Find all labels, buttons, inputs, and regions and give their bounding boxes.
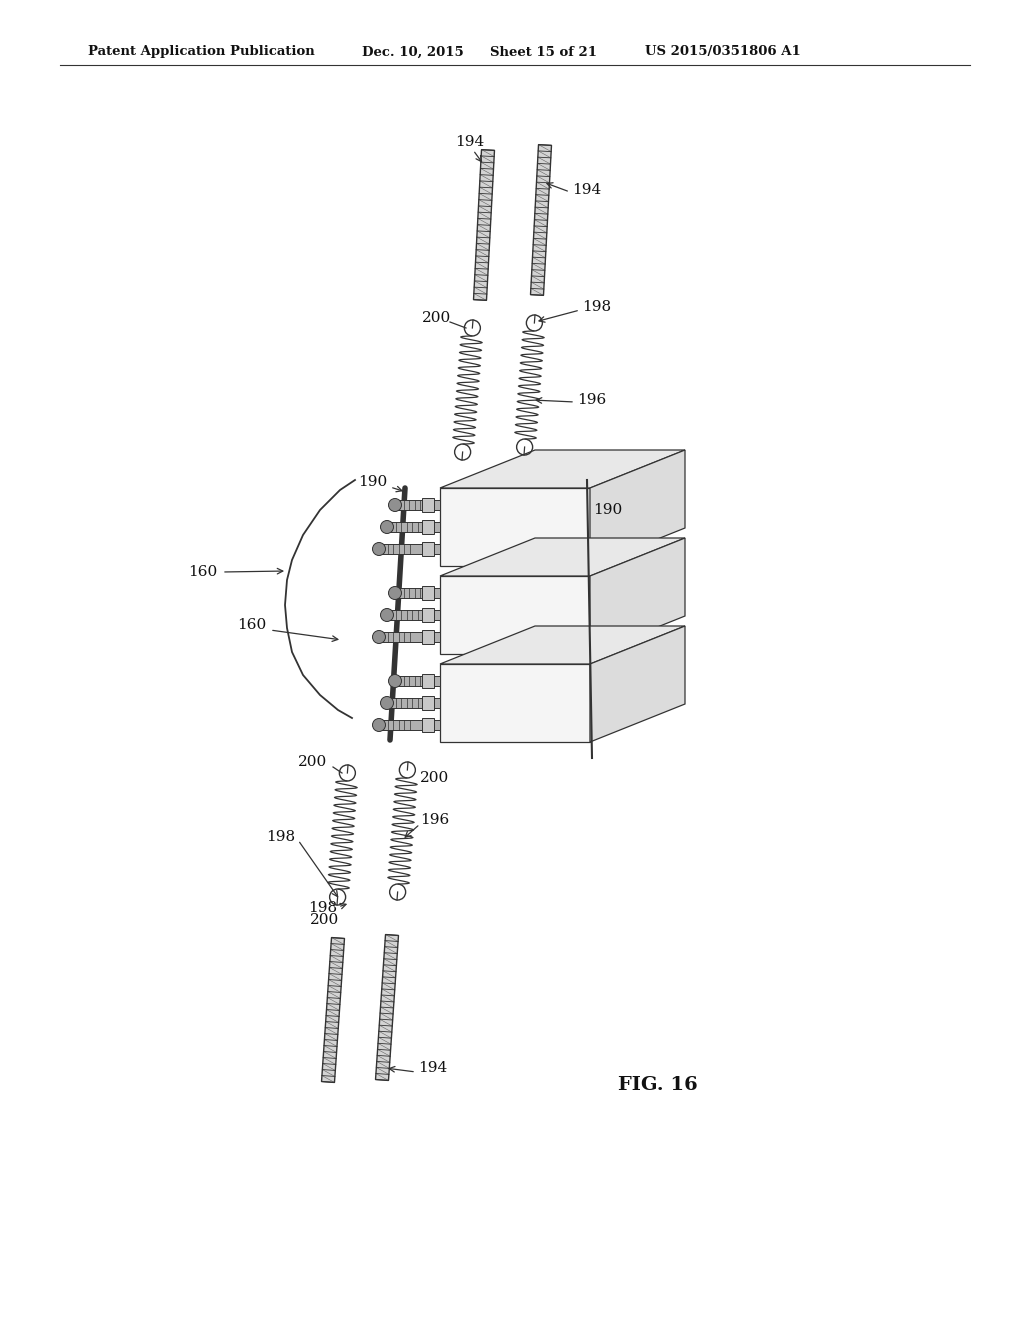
Circle shape <box>381 520 393 533</box>
Bar <box>422 696 434 710</box>
Polygon shape <box>530 145 552 296</box>
Polygon shape <box>440 664 590 742</box>
Bar <box>387 521 440 532</box>
Text: 194: 194 <box>455 135 484 149</box>
Polygon shape <box>440 626 685 664</box>
Text: 200: 200 <box>310 913 339 927</box>
Polygon shape <box>440 488 590 566</box>
Text: US 2015/0351806 A1: US 2015/0351806 A1 <box>645 45 801 58</box>
Bar <box>422 520 434 535</box>
Text: Sheet 15 of 21: Sheet 15 of 21 <box>490 45 597 58</box>
Text: 194: 194 <box>572 183 601 197</box>
Polygon shape <box>473 149 495 301</box>
Bar <box>422 543 434 556</box>
Bar <box>395 500 440 510</box>
Text: 198: 198 <box>266 830 295 843</box>
Text: 200: 200 <box>298 755 328 770</box>
Text: 200: 200 <box>422 312 452 325</box>
Polygon shape <box>590 539 685 653</box>
Circle shape <box>373 718 385 731</box>
Bar <box>379 544 440 554</box>
Text: 160: 160 <box>188 565 217 579</box>
Text: 200: 200 <box>420 771 450 785</box>
Bar <box>422 609 434 622</box>
Circle shape <box>388 586 401 599</box>
Bar <box>422 498 434 512</box>
Polygon shape <box>322 937 344 1082</box>
Text: 196: 196 <box>577 393 606 407</box>
Text: 196: 196 <box>420 813 450 828</box>
Text: 190: 190 <box>593 503 623 517</box>
Bar <box>422 586 434 601</box>
Polygon shape <box>440 539 685 576</box>
Polygon shape <box>376 935 398 1081</box>
Text: 190: 190 <box>358 475 387 488</box>
Circle shape <box>381 609 393 622</box>
Text: FIG. 16: FIG. 16 <box>618 1076 697 1094</box>
Polygon shape <box>440 576 590 653</box>
Circle shape <box>373 631 385 644</box>
Bar <box>422 630 434 644</box>
Circle shape <box>388 675 401 688</box>
Text: 160: 160 <box>237 618 266 632</box>
Text: 198: 198 <box>582 300 611 314</box>
Bar <box>387 698 440 708</box>
Bar <box>422 718 434 733</box>
Circle shape <box>381 697 393 710</box>
Circle shape <box>373 543 385 556</box>
Bar <box>387 610 440 620</box>
Bar <box>379 632 440 642</box>
Text: 198: 198 <box>308 902 337 915</box>
Bar <box>395 587 440 598</box>
Bar <box>379 719 440 730</box>
Bar <box>422 675 434 688</box>
Circle shape <box>388 499 401 511</box>
Polygon shape <box>440 450 685 488</box>
Polygon shape <box>590 626 685 742</box>
Text: Patent Application Publication: Patent Application Publication <box>88 45 314 58</box>
Polygon shape <box>590 450 685 566</box>
Bar <box>395 676 440 686</box>
Text: Dec. 10, 2015: Dec. 10, 2015 <box>362 45 464 58</box>
Text: 194: 194 <box>418 1061 447 1074</box>
